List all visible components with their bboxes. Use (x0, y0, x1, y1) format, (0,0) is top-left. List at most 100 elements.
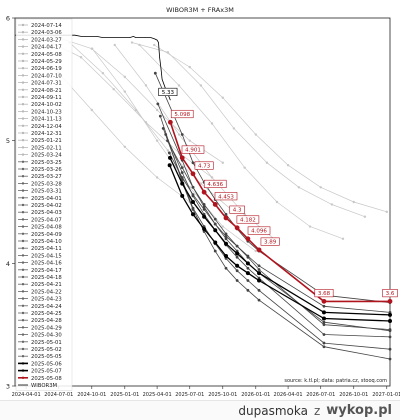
data-point (190, 200, 195, 204)
legend-label: 2025-04-15 (31, 253, 62, 259)
legend-entry: 2025-04-24 (18, 304, 62, 310)
data-point (388, 357, 392, 361)
data-point (101, 72, 105, 75)
legend-entry: 2025-04-29 (18, 325, 62, 331)
data-label-group: 4.096 (247, 226, 271, 235)
legend-swatch-marker (21, 247, 25, 250)
legend-swatch-marker (21, 52, 25, 55)
legend-swatch-marker (21, 81, 25, 84)
data-point (177, 84, 181, 87)
legend-label: 2025-04-11 (31, 246, 62, 252)
data-label: 3.6 (386, 291, 395, 297)
data-point (199, 182, 203, 185)
data-label-group: 4.73 (194, 161, 214, 170)
data-label-group: 5.33 (158, 87, 178, 96)
legend-label: 2025-04-25 (31, 311, 62, 317)
legend-label: WIBOR3M (31, 383, 58, 389)
data-point (191, 161, 195, 165)
legend-label: 2025-03-31 (31, 189, 62, 195)
series-line (54, 36, 223, 163)
legend-swatch-marker (21, 95, 25, 99)
data-label-group: 4.3 (229, 205, 245, 214)
legend-swatch-marker (21, 124, 25, 128)
legend-swatch-marker (21, 23, 25, 27)
data-point (213, 228, 218, 233)
legend-entry: 2025-04-18 (18, 275, 62, 281)
legend-entry: 2025-04-08 (18, 225, 62, 231)
legend-entry: 2024-10-23 (18, 109, 62, 115)
data-point (319, 186, 322, 189)
legend-label: 2025-02-11 (31, 145, 62, 151)
legend-label: 2025-04-22 (31, 289, 62, 295)
author-name[interactable]: dupasmoka (238, 403, 308, 418)
data-point (246, 255, 250, 259)
legend-label: 2025-01-21 (31, 138, 62, 144)
data-label: 4.096 (251, 229, 267, 235)
data-point (123, 90, 127, 93)
data-point (158, 114, 162, 118)
legend-entry: 2024-08-21 (18, 88, 62, 94)
x-tick-label: 2026-07-01 (306, 392, 335, 398)
data-point (322, 323, 326, 327)
wykop-logo[interactable]: wykop.pl (326, 403, 392, 418)
legend-label: 2025-05-02 (31, 347, 62, 353)
data-label-box (247, 226, 271, 235)
data-point (235, 255, 239, 259)
y-tick-label: 5 (6, 137, 10, 145)
legend-swatch-marker (21, 268, 25, 271)
data-point (388, 335, 392, 339)
series-line (169, 157, 391, 316)
series-line (69, 42, 235, 213)
data-point (156, 102, 160, 106)
legend-entry: 2025-05-08 (18, 376, 62, 382)
data-point (254, 249, 257, 253)
legend-entry: 2024-10-02 (18, 102, 62, 108)
legend-entry: 2024-12-31 (18, 131, 62, 137)
data-point (234, 225, 240, 231)
data-point (224, 237, 228, 241)
data-point (308, 225, 312, 228)
data-label-group: 4.901 (181, 145, 205, 154)
y-tick-label: 6 (6, 15, 10, 23)
data-label-group: 4.636 (203, 179, 227, 188)
data-point (221, 225, 224, 228)
legend-entry: 2025-04-21 (18, 282, 62, 288)
legend-entry: 2024-05-29 (18, 59, 62, 65)
data-point (221, 161, 224, 164)
series-line (154, 44, 387, 213)
legend-entry: 2025-03-28 (18, 181, 62, 187)
data-point (388, 312, 392, 317)
data-label-group: 5.098 (170, 109, 194, 119)
data-point (144, 121, 148, 124)
data-point (224, 253, 229, 258)
series-2024-06-19 (53, 35, 224, 164)
data-label-box (236, 215, 260, 224)
data-point (245, 261, 250, 266)
data-point (153, 71, 157, 75)
data-point (212, 202, 218, 207)
legend-entry: 2025-05-05 (18, 354, 62, 360)
data-point (221, 96, 224, 99)
data-label: 5.098 (174, 112, 190, 118)
data-point (90, 108, 93, 112)
data-point (235, 251, 240, 256)
data-point (257, 264, 261, 268)
data-label-group: 3.6 (382, 289, 398, 297)
legend-swatch-marker (21, 311, 25, 315)
legend-label: 2025-04-02 (31, 203, 62, 209)
legend-entry: 2025-04-17 (18, 268, 62, 274)
data-point (166, 149, 170, 152)
data-point (235, 244, 239, 248)
legend-swatch-marker (21, 153, 25, 156)
data-point (213, 217, 217, 221)
legend-swatch-marker (21, 290, 25, 293)
data-point (257, 278, 262, 283)
legend-label: 2025-04-03 (31, 210, 62, 216)
legend-label: 2025-05-06 (31, 361, 62, 367)
data-label-box (158, 87, 178, 96)
legend-swatch-marker (21, 232, 25, 235)
y-tick-label: 4 (6, 260, 10, 268)
data-point (213, 240, 218, 245)
data-point (297, 186, 301, 189)
series-2025-05-07 (168, 155, 392, 317)
